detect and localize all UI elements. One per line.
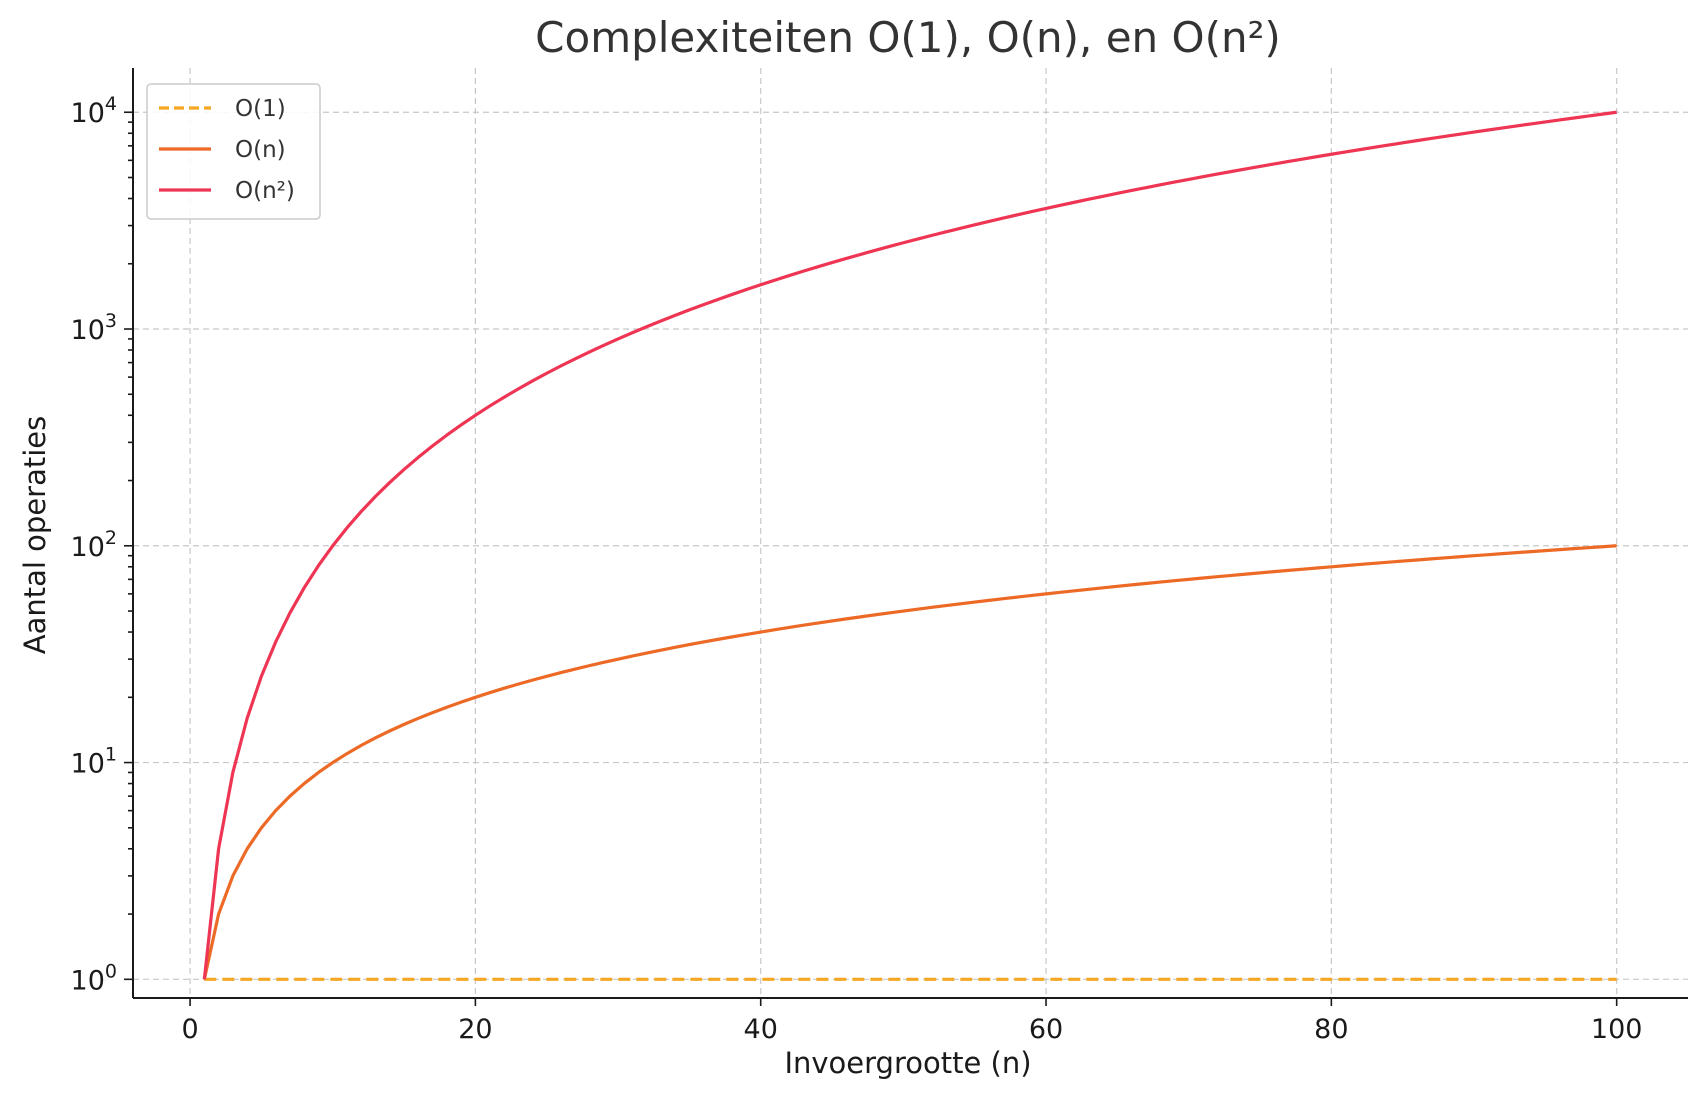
legend-label: O(n²)	[235, 178, 295, 204]
x-tick-label: 40	[744, 1014, 778, 1045]
y-axis-title: Aantal operaties	[18, 416, 52, 654]
x-tick-label: 100	[1591, 1014, 1643, 1045]
x-tick-label: 60	[1029, 1014, 1063, 1045]
legend: O(1) O(n) O(n²)	[146, 83, 321, 220]
x-axis-title: Invoergrootte (n)	[784, 1046, 1031, 1080]
legend-label: O(1)	[235, 96, 286, 122]
y-tick-label: 103	[71, 310, 117, 346]
x-tick-label: 20	[458, 1014, 492, 1045]
y-tick-label: 104	[71, 93, 117, 129]
legend-label: O(n)	[235, 137, 286, 163]
legend-box	[146, 83, 321, 220]
x-tick-label: 80	[1314, 1014, 1348, 1045]
axes-layer: 0 20 40 60 80 100 100 101 102 103 104	[71, 68, 1688, 1045]
series-layer	[202, 110, 1617, 981]
y-tick-label: 102	[71, 527, 117, 563]
series-line	[202, 110, 1617, 980]
y-tick-label: 100	[71, 960, 117, 996]
series-line	[202, 544, 1617, 980]
chart-title: Complexiteiten O(1), O(n), en O(n²)	[535, 13, 1281, 62]
x-tick-label: 0	[181, 1014, 198, 1045]
grid-layer	[133, 68, 1688, 998]
y-tick-label: 101	[71, 744, 117, 780]
